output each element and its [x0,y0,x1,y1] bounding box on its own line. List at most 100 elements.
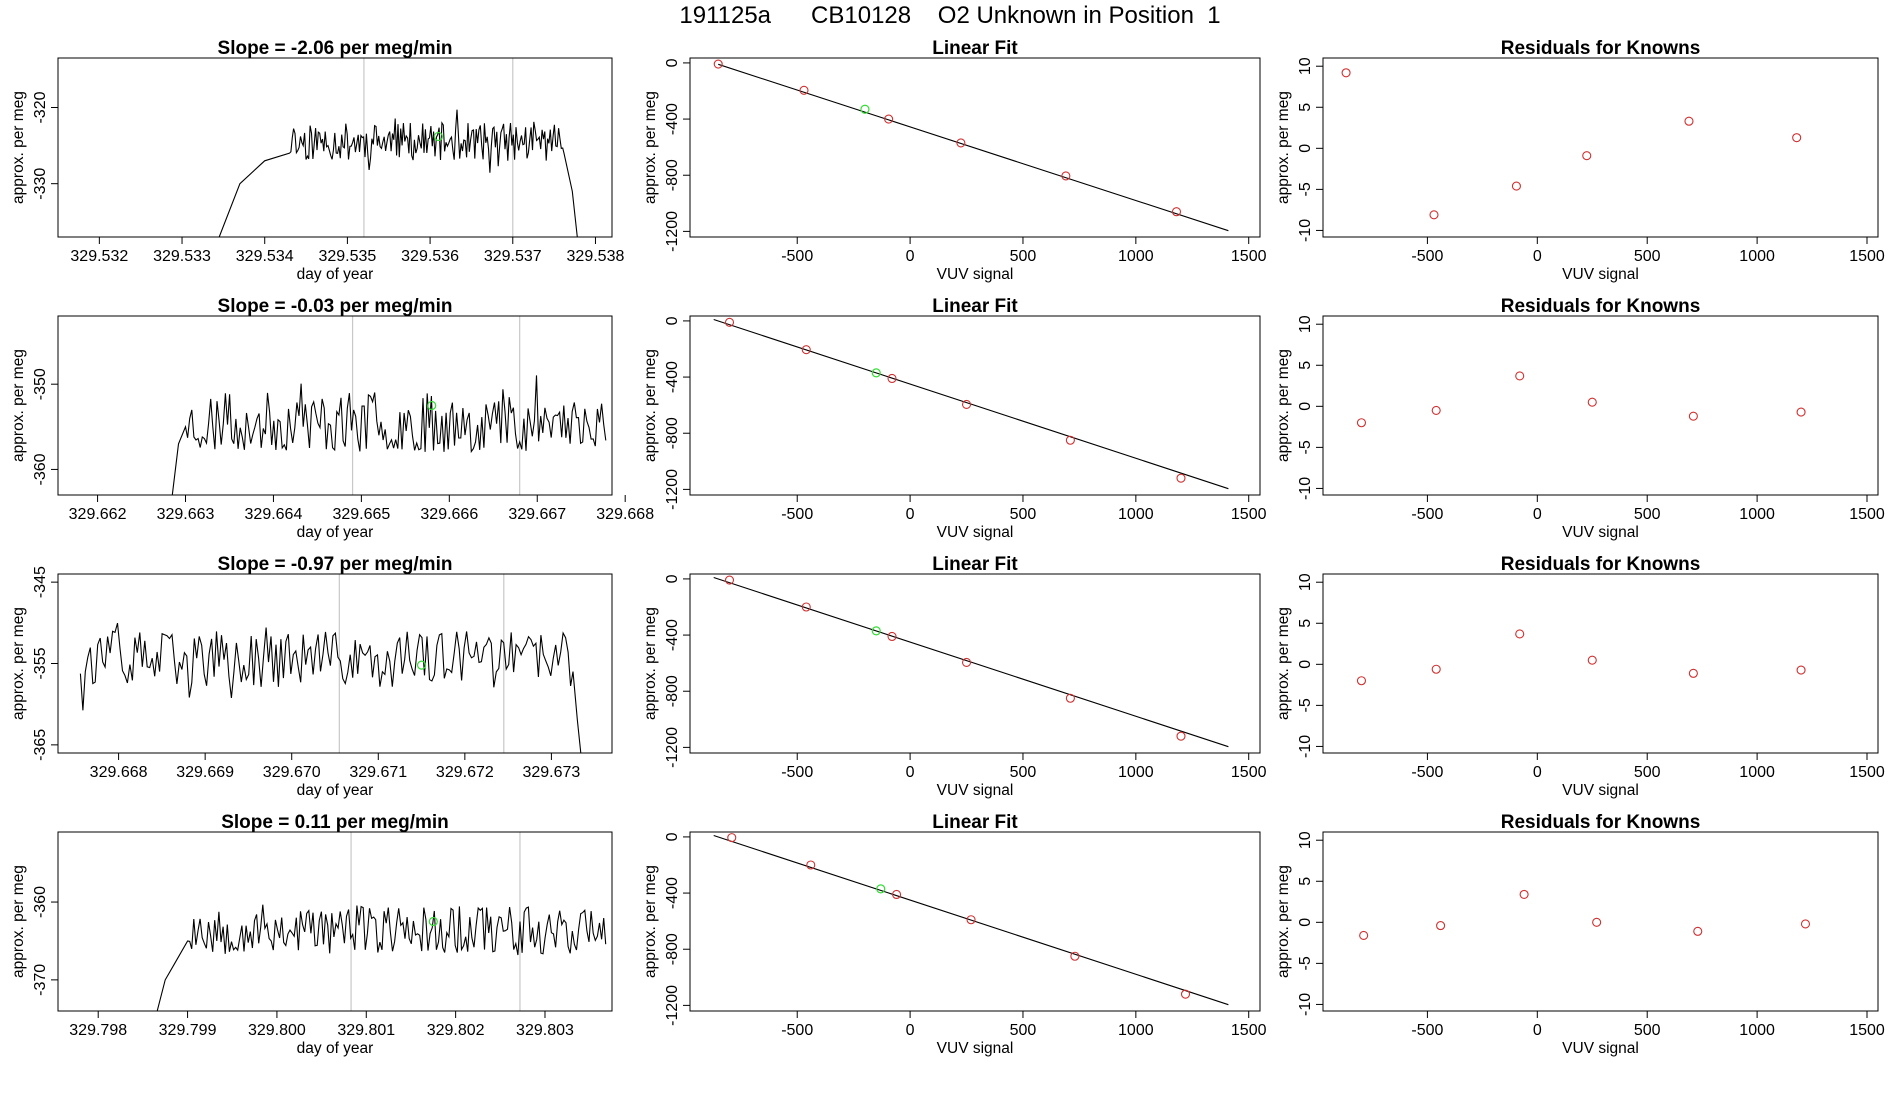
timeseries-xlabel: day of year [297,1040,374,1057]
residuals-ylabel: approx. per meg [1275,607,1292,720]
linear-fit-xlabel: VUV signal [937,266,1014,283]
timeseries-trace [156,904,607,1011]
y-tick-label: -5 [1297,182,1314,196]
residual-point [1796,407,1806,417]
x-tick-label: 329.800 [248,1022,306,1039]
x-tick-label: 329.537 [484,248,542,265]
residual-point [1587,655,1597,665]
y-tick-label: -400 [664,877,681,909]
timeseries-title: Slope = -0.03 per meg/min [218,296,453,317]
known-point [1065,693,1075,703]
x-tick-label: 329.803 [516,1022,574,1039]
residual-point [1792,133,1802,143]
residual-point [1592,917,1602,927]
y-tick-label: 0 [664,574,681,583]
x-tick-label: 500 [1634,764,1661,781]
residual-point [1519,889,1529,899]
residuals-frame [1322,831,1879,1012]
y-tick-label: -1200 [664,985,681,1026]
known-point [961,657,972,667]
y-tick-label: -345 [32,566,49,598]
residuals-title: Residuals for Knowns [1501,554,1701,575]
x-tick-label: 329.672 [436,764,494,781]
y-tick-label: 5 [1297,361,1314,370]
y-tick-label: -1200 [664,469,681,510]
y-tick-label: -5 [1297,698,1314,712]
y-tick-label: -800 [664,159,681,191]
timeseries-panel-1: Slope = -2.06 per meg/min 329.532 329.533 3… [10,38,624,283]
residual-point [1684,116,1694,126]
residuals-ylabel: approx. per meg [1275,91,1292,204]
y-tick-label: 0 [664,58,681,67]
x-tick-label: -500 [1411,1022,1443,1039]
x-tick-label: 0 [1533,506,1542,523]
x-tick-label: 329.802 [427,1022,485,1039]
residual-point [1688,668,1698,678]
residuals-xlabel: VUV signal [1562,266,1639,283]
x-tick-label: 329.533 [153,248,211,265]
x-tick-label: 0 [906,764,915,781]
known-point [887,631,897,642]
timeseries-ylabel: approx. per meg [10,91,27,204]
y-tick-label: 0 [1297,918,1314,927]
residual-point [1341,68,1351,78]
residual-point [1582,151,1592,161]
y-tick-label: -10 [1297,219,1314,242]
residual-point [1511,181,1521,191]
residual-point [1359,930,1369,941]
fit-line [718,63,1229,232]
timeseries-xlabel: day of year [297,782,374,799]
y-tick-label: -355 [32,647,49,679]
timeseries-ylabel: approx. per meg [10,607,27,720]
y-tick-label: -1200 [664,211,681,252]
x-tick-label: 1000 [1118,1022,1154,1039]
y-tick-label: -330 [32,168,49,200]
known-point [961,399,972,409]
y-tick-label: 0 [1297,144,1314,153]
residuals-xlabel: VUV signal [1562,1040,1639,1057]
x-tick-label: 329.670 [263,764,321,781]
residual-point [1688,411,1698,421]
x-tick-label: 329.663 [157,506,215,523]
residuals-frame [1322,57,1879,238]
known-point [801,602,811,612]
x-tick-label: 329.667 [508,506,566,523]
y-tick-label: 5 [1297,877,1314,886]
linear-fit-xlabel: VUV signal [937,782,1014,799]
linear-fit-title: Linear Fit [932,296,1018,317]
timeseries-panel-3: Slope = -0.97 per meg/min 329.668 329.669 3… [10,554,613,799]
linear-fit-panel-1: Linear Fit -500 0 500 1000 1500 VUV signal 0 -40… [642,38,1267,283]
residuals-xlabel: VUV signal [1562,524,1639,541]
residuals-panel-4: Residuals for Knowns -500 0 500 1000 1500 VUV … [1275,812,1885,1057]
x-tick-label: 500 [1010,764,1037,781]
timeseries-frame [57,57,613,238]
residual-point [1515,371,1525,381]
unknown-point [433,131,443,142]
linear-fit-ylabel: approx. per meg [642,607,659,720]
residual-point [1515,629,1525,639]
known-point [1176,473,1186,483]
x-tick-label: -500 [1411,764,1443,781]
known-point [1065,435,1075,445]
x-tick-label: 1500 [1231,764,1267,781]
timeseries-title: Slope = -0.97 per meg/min [218,554,453,575]
x-tick-label: 329.535 [318,248,376,265]
x-tick-label: 329.673 [522,764,580,781]
residuals-panel-3: Residuals for Knowns -500 0 500 1000 1500 VUV … [1275,554,1885,799]
y-tick-label: 10 [1297,831,1314,849]
timeseries-frame [57,315,613,496]
x-tick-label: 500 [1010,506,1037,523]
timeseries-ylabel: approx. per meg [10,349,27,462]
linear-fit-frame [689,831,1261,1012]
x-tick-label: 1500 [1849,764,1885,781]
x-tick-label: 0 [1533,764,1542,781]
y-tick-label: -320 [32,91,49,123]
y-tick-label: 10 [1297,315,1314,333]
unknown-point [871,368,881,378]
y-tick-label: 5 [1297,619,1314,628]
x-tick-label: 329.801 [337,1022,395,1039]
residual-point [1796,665,1806,675]
timeseries-trace [171,375,607,495]
residuals-title: Residuals for Knowns [1501,812,1701,833]
linear-fit-title: Linear Fit [932,554,1018,575]
